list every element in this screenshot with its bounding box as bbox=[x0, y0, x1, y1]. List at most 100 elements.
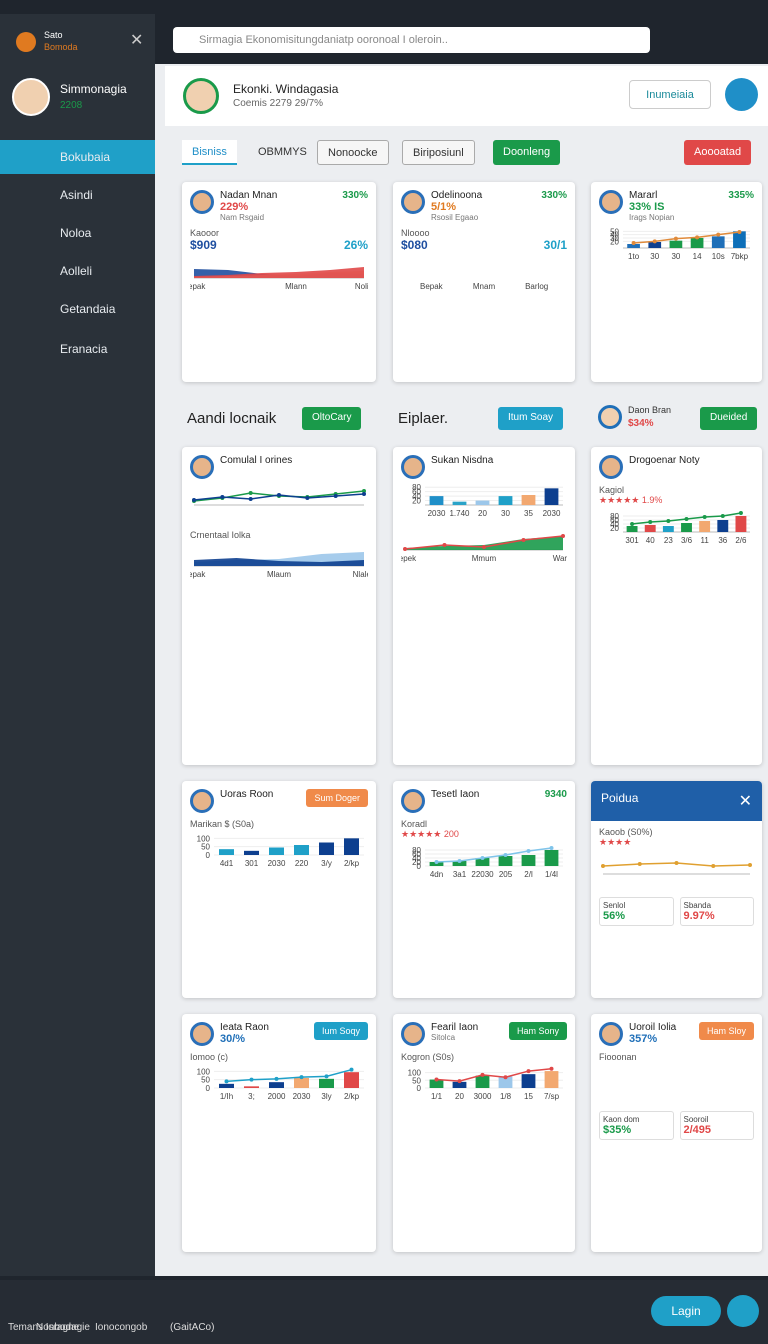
nav-item[interactable]: Noloa bbox=[60, 226, 92, 240]
user-status: 2208 bbox=[60, 100, 83, 111]
x-label: 2/l bbox=[524, 870, 533, 879]
bar bbox=[699, 521, 711, 532]
section-name: Daon Bran bbox=[628, 405, 672, 415]
tab[interactable]: Biriposiunl bbox=[402, 140, 475, 165]
login-button[interactable]: Lagin bbox=[651, 1296, 721, 1326]
x-label: 2/kp bbox=[344, 859, 360, 868]
point bbox=[549, 846, 554, 850]
y-tick-label: 40 bbox=[610, 231, 619, 240]
section-title: Aandi locnaik bbox=[187, 410, 277, 427]
point bbox=[362, 492, 366, 496]
card-header: Ieata Raon 30/% Ium Soqy bbox=[190, 1022, 368, 1046]
card-stars: ★★★★★ 1.9% bbox=[599, 495, 663, 505]
search[interactable]: Sirmagia Ekonomisitungdaniatp ooronoal I… bbox=[173, 27, 650, 53]
bar bbox=[344, 838, 359, 855]
close[interactable]: ✕ bbox=[738, 793, 752, 810]
x-label: 1to bbox=[628, 252, 640, 261]
close[interactable]: ✕ bbox=[130, 32, 144, 49]
card: Odelinoona 5/1% Rsosil Egaao 330% Nloooo $080… bbox=[393, 182, 575, 382]
sidebar: Sato Bomoda ✕ Simmonagia 2208 Bokubaia As… bbox=[0, 14, 155, 1276]
bar bbox=[544, 1071, 559, 1088]
point bbox=[403, 547, 407, 551]
bar bbox=[219, 1083, 234, 1088]
profile-button[interactable] bbox=[727, 1295, 759, 1327]
line bbox=[633, 231, 740, 244]
avatar bbox=[190, 190, 214, 214]
x-label: Mlann bbox=[285, 282, 307, 291]
card-button[interactable]: Ham Sloy bbox=[698, 1022, 754, 1040]
y-tick-label: 60 bbox=[412, 850, 421, 859]
nav-item[interactable]: Asindi bbox=[60, 188, 93, 202]
card-button[interactable]: Sum Doger bbox=[306, 789, 368, 807]
avatar bbox=[401, 455, 425, 479]
card: Fearil Iaon Sitolca Ham Sony Kogron (S0s) 0 5… bbox=[393, 1014, 575, 1252]
section-button[interactable]: OltoCary bbox=[302, 407, 362, 430]
tab[interactable]: OBMMYS bbox=[258, 146, 307, 158]
x-label: 3000 bbox=[474, 1092, 492, 1101]
bottom-item[interactable]: Nonbodagie bbox=[36, 1322, 90, 1333]
tab[interactable]: Aoooatad bbox=[684, 140, 752, 165]
nav-item[interactable]: Bokubaia bbox=[0, 140, 155, 174]
chart bbox=[192, 489, 366, 506]
nav-item[interactable]: Getandaia bbox=[60, 302, 116, 316]
bar bbox=[269, 847, 284, 855]
card-title: Odelinoona bbox=[431, 190, 483, 201]
x-label: 14 bbox=[693, 252, 702, 261]
header-button[interactable]: Inumeiaia bbox=[629, 80, 711, 109]
stat-label: Sooroil bbox=[683, 1115, 709, 1124]
bar bbox=[475, 1075, 490, 1088]
bookmark[interactable] bbox=[725, 78, 758, 111]
y-tick-label: 60 bbox=[610, 516, 619, 525]
card-button[interactable]: Ham Sony bbox=[508, 1022, 567, 1040]
x-label: 15 bbox=[524, 1092, 533, 1101]
x-label: 2000 bbox=[268, 1092, 286, 1101]
point bbox=[652, 239, 657, 244]
bar bbox=[521, 495, 536, 505]
card-label: Fiooonan bbox=[599, 1052, 637, 1062]
bar bbox=[681, 523, 692, 532]
tab[interactable]: Doonleng bbox=[493, 140, 561, 165]
x-label: 2030 bbox=[428, 509, 446, 518]
card-badge: 330% bbox=[541, 190, 567, 201]
card-stars: ★★★★★ 200 bbox=[401, 829, 459, 839]
point bbox=[748, 863, 752, 867]
card-header: Sukan Nisdna bbox=[401, 455, 567, 479]
section-button[interactable]: Itum Soay bbox=[498, 407, 564, 430]
bar bbox=[244, 1086, 259, 1088]
card-stats: $909 26% bbox=[190, 238, 368, 252]
card-sub: Irags Nopian bbox=[629, 213, 675, 222]
card: Poidua ✕ Kaoob (S0%) ★★★★ Senlol 56% Sbanda 9.9… bbox=[591, 781, 762, 998]
x-label: 30 bbox=[501, 509, 510, 518]
card-sub: Sitolca bbox=[431, 1033, 456, 1042]
avatar bbox=[599, 190, 623, 214]
x-label: 20 bbox=[455, 1092, 464, 1101]
x-label: 36 bbox=[718, 536, 727, 545]
bar bbox=[648, 242, 662, 248]
stat-box: Kaon dom $35% bbox=[599, 1111, 674, 1140]
nav-item[interactable]: Aolleli bbox=[60, 264, 93, 278]
bar bbox=[475, 858, 490, 866]
card-label: Kaooor bbox=[190, 228, 220, 238]
section-button[interactable]: Dueided bbox=[700, 407, 758, 430]
bar bbox=[269, 1082, 284, 1088]
chart-caption: Crnentaal Iolka bbox=[190, 530, 251, 540]
card-button[interactable]: Ium Soqy bbox=[313, 1022, 368, 1040]
x-label: 2030 bbox=[268, 859, 286, 868]
y-tick-label: 100 bbox=[197, 834, 211, 843]
x-label: 30 bbox=[650, 252, 659, 261]
bar bbox=[521, 1074, 536, 1088]
bottom-item[interactable]: Ionocongob bbox=[95, 1322, 148, 1333]
bar bbox=[344, 1072, 359, 1088]
nav-item[interactable]: Eranacia bbox=[60, 342, 108, 356]
tab[interactable]: Bisniss bbox=[182, 140, 237, 165]
bottom-item[interactable]: Temans Isragne bbox=[8, 1322, 80, 1333]
bar bbox=[717, 520, 729, 532]
logo-sub: Bomoda bbox=[44, 42, 78, 52]
bottom-item[interactable]: (GaitACo) bbox=[170, 1322, 215, 1333]
y-tick-label: 20 bbox=[412, 858, 421, 867]
tab[interactable]: Nonoocke bbox=[317, 140, 389, 165]
card-stat: $080 bbox=[401, 238, 428, 252]
x-label: 3/y bbox=[321, 859, 332, 868]
